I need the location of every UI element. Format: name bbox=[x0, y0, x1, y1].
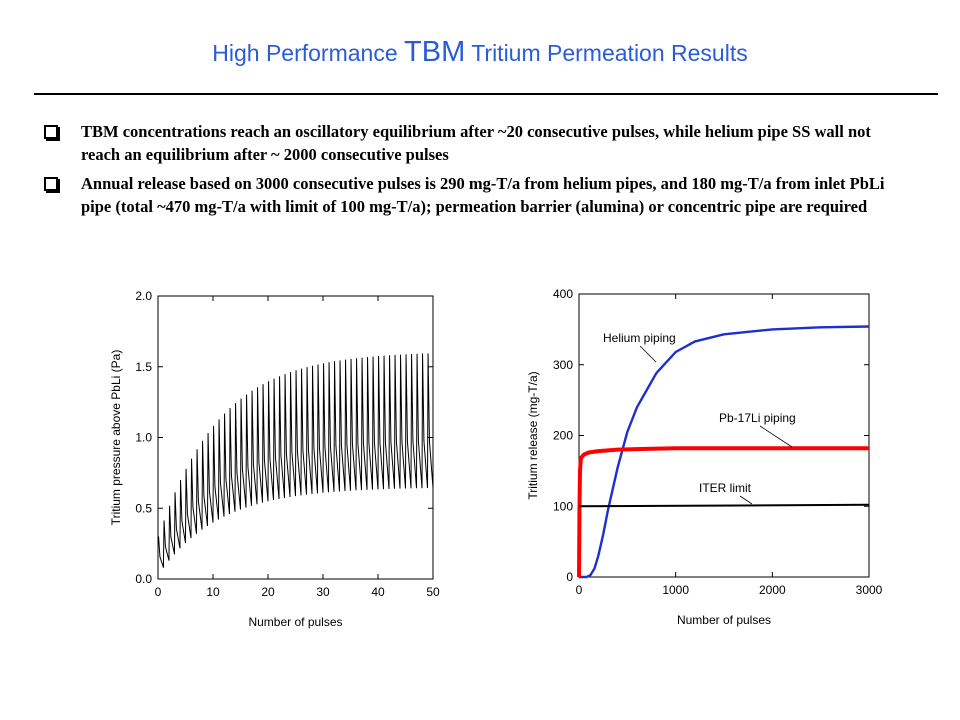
series-line-pbli-piping bbox=[577, 446, 869, 578]
y-tick-label: 400 bbox=[553, 287, 573, 301]
title-emphasis: TBM bbox=[404, 36, 466, 68]
slide-title: High Performance TBM Tritium Permeation … bbox=[0, 36, 960, 69]
bullet-text: Annual release based on 3000 consecutive… bbox=[81, 174, 885, 216]
chart-pressure: 0 10 20 30 40 50 0.0 0.5 1.0 1.5 2.0 Number of puls… bbox=[109, 289, 440, 629]
y-tick-label: 0.0 bbox=[135, 572, 152, 586]
bullet-text: TBM concentrations reach an oscillatory … bbox=[81, 122, 871, 164]
y-tick-label: 100 bbox=[553, 499, 573, 513]
title-suffix: Tritium Permeation Results bbox=[465, 40, 748, 66]
y-axis-label: Tritium release (mg-T/a) bbox=[526, 371, 540, 499]
y-tick-label: 200 bbox=[553, 429, 573, 443]
annotation-helium-piping-leader bbox=[639, 345, 657, 363]
y-tick-label: 1.0 bbox=[135, 431, 152, 445]
chart-release: 0 1000 2000 3000 0 100 200 300 400 Number of puls… bbox=[526, 287, 883, 627]
annotation-pbli-piping: Pb-17Li piping bbox=[719, 411, 796, 425]
bullet-list: TBM concentrations reach an oscillatory … bbox=[44, 120, 914, 224]
title-divider bbox=[34, 93, 938, 95]
checkbox-bullet-icon bbox=[44, 125, 58, 139]
annotation-iter-limit: ITER limit bbox=[699, 481, 752, 495]
x-tick-label: 2000 bbox=[759, 583, 786, 597]
annotation-helium-piping: Helium piping bbox=[603, 331, 676, 345]
y-tick-label: 0.5 bbox=[135, 501, 152, 515]
checkbox-bullet-icon bbox=[44, 177, 58, 191]
annotation-pbli-piping-leader bbox=[759, 425, 793, 448]
annotation-iter-limit-leader bbox=[739, 495, 753, 505]
x-tick-label: 20 bbox=[261, 585, 275, 599]
bullet-item: Annual release based on 3000 consecutive… bbox=[44, 172, 914, 218]
x-tick-label: 0 bbox=[155, 585, 162, 599]
y-tick-label: 2.0 bbox=[135, 289, 152, 303]
title-prefix: High Performance bbox=[212, 40, 405, 66]
series-line-helium-piping bbox=[579, 325, 870, 579]
x-tick-label: 3000 bbox=[856, 583, 883, 597]
x-tick-label: 40 bbox=[371, 585, 385, 599]
series-line-iter-limit bbox=[578, 503, 870, 508]
x-tick-label: 30 bbox=[316, 585, 330, 599]
x-axis-label: Number of pulses bbox=[677, 613, 771, 627]
x-tick-label: 50 bbox=[426, 585, 440, 599]
y-axis-label: Tritium pressure above PbLi (Pa) bbox=[109, 350, 123, 526]
series-line-pressure bbox=[157, 353, 434, 568]
x-tick-label: 1000 bbox=[662, 583, 689, 597]
y-tick-label: 1.5 bbox=[135, 360, 152, 374]
x-tick-label: 10 bbox=[206, 585, 220, 599]
bullet-item: TBM concentrations reach an oscillatory … bbox=[44, 120, 914, 166]
x-axis-label: Number of pulses bbox=[248, 615, 342, 629]
y-tick-label: 300 bbox=[553, 358, 573, 372]
y-tick-label: 0 bbox=[566, 570, 573, 584]
x-tick-label: 0 bbox=[576, 583, 583, 597]
